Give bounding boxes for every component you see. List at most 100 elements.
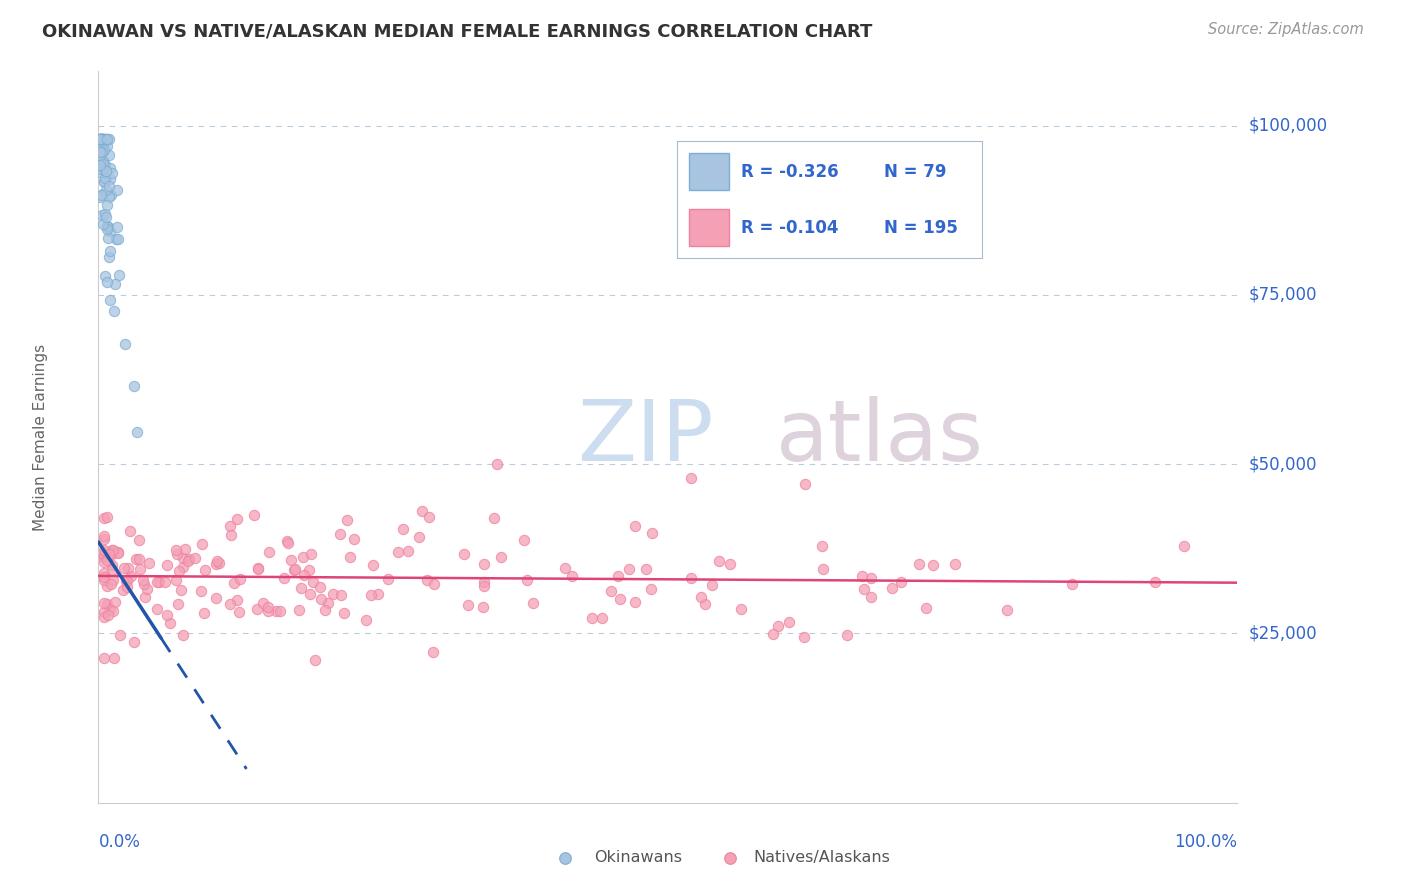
Point bbox=[101, 545, 124, 559]
Point bbox=[225, 512, 247, 526]
Point bbox=[103, 650, 125, 665]
Point bbox=[177, 554, 200, 568]
Point bbox=[120, 569, 142, 583]
Point bbox=[707, 554, 730, 568]
Point bbox=[702, 578, 724, 592]
Point bbox=[89, 132, 111, 146]
Point bbox=[690, 591, 713, 605]
Point bbox=[146, 574, 169, 589]
Point bbox=[89, 132, 111, 146]
Point bbox=[93, 159, 115, 173]
Point bbox=[190, 584, 212, 599]
Point bbox=[105, 183, 128, 197]
Point bbox=[322, 587, 344, 601]
Point bbox=[247, 562, 270, 576]
Point bbox=[98, 161, 121, 175]
Point bbox=[93, 549, 115, 564]
Point bbox=[98, 293, 121, 307]
Point bbox=[205, 591, 228, 605]
Point bbox=[679, 571, 702, 585]
Point bbox=[693, 597, 716, 611]
Point bbox=[107, 546, 129, 560]
Text: $100,000: $100,000 bbox=[1249, 117, 1327, 135]
Point bbox=[336, 513, 359, 527]
Point bbox=[107, 232, 129, 246]
Point bbox=[100, 577, 122, 591]
Text: R = -0.326: R = -0.326 bbox=[741, 162, 839, 181]
Point bbox=[97, 607, 120, 622]
Point bbox=[813, 562, 835, 576]
Point bbox=[907, 557, 929, 571]
Point bbox=[89, 132, 111, 146]
Point bbox=[169, 564, 191, 578]
Point bbox=[208, 556, 231, 570]
Text: 100.0%: 100.0% bbox=[1174, 833, 1237, 851]
Point bbox=[166, 547, 188, 561]
Point bbox=[94, 171, 117, 186]
Point bbox=[96, 579, 118, 593]
Point bbox=[522, 596, 544, 610]
Point bbox=[193, 606, 215, 620]
Point bbox=[93, 533, 115, 547]
Point bbox=[837, 627, 859, 641]
Point bbox=[93, 174, 115, 188]
Point bbox=[89, 132, 111, 146]
Point bbox=[103, 573, 125, 587]
Point bbox=[97, 179, 120, 194]
Point bbox=[1173, 539, 1195, 553]
Point bbox=[93, 175, 115, 189]
Point bbox=[132, 573, 155, 587]
Point bbox=[165, 573, 187, 587]
Point bbox=[145, 602, 167, 616]
Point bbox=[166, 597, 188, 611]
Text: 0.0%: 0.0% bbox=[98, 833, 141, 851]
Point bbox=[101, 604, 124, 618]
Point bbox=[599, 584, 621, 599]
Point bbox=[93, 609, 115, 624]
Point bbox=[132, 576, 155, 591]
Point bbox=[115, 581, 138, 595]
Point bbox=[91, 186, 114, 201]
Point bbox=[94, 545, 117, 559]
Point bbox=[581, 611, 603, 625]
Point bbox=[330, 588, 353, 602]
Point bbox=[98, 171, 121, 186]
Point bbox=[491, 550, 513, 565]
Point bbox=[93, 650, 115, 665]
Point bbox=[333, 606, 356, 620]
Point bbox=[177, 552, 200, 566]
Point bbox=[96, 183, 118, 197]
Point bbox=[91, 153, 114, 168]
Point bbox=[219, 528, 242, 542]
Point bbox=[104, 232, 127, 246]
Point bbox=[194, 563, 217, 577]
Point bbox=[98, 250, 121, 264]
Point bbox=[641, 525, 664, 540]
Point bbox=[97, 148, 120, 162]
Point bbox=[165, 543, 187, 558]
Point bbox=[104, 595, 127, 609]
Point bbox=[91, 136, 114, 151]
Point bbox=[156, 558, 179, 573]
Point bbox=[100, 548, 122, 562]
Point bbox=[90, 188, 112, 202]
Point bbox=[91, 217, 114, 231]
Point bbox=[219, 518, 242, 533]
Point bbox=[94, 158, 117, 172]
Point bbox=[96, 510, 118, 524]
Point bbox=[277, 536, 299, 550]
Point bbox=[793, 477, 815, 491]
Point bbox=[247, 561, 270, 575]
Point bbox=[730, 601, 752, 615]
Point bbox=[339, 549, 361, 564]
Point bbox=[96, 219, 118, 233]
Point bbox=[224, 576, 246, 591]
Point bbox=[96, 597, 118, 611]
Text: Source: ZipAtlas.com: Source: ZipAtlas.com bbox=[1208, 22, 1364, 37]
Point bbox=[943, 558, 966, 572]
Point bbox=[292, 549, 315, 564]
Point bbox=[360, 588, 382, 602]
Point bbox=[329, 527, 352, 541]
Point bbox=[93, 132, 115, 146]
Point bbox=[486, 457, 509, 471]
